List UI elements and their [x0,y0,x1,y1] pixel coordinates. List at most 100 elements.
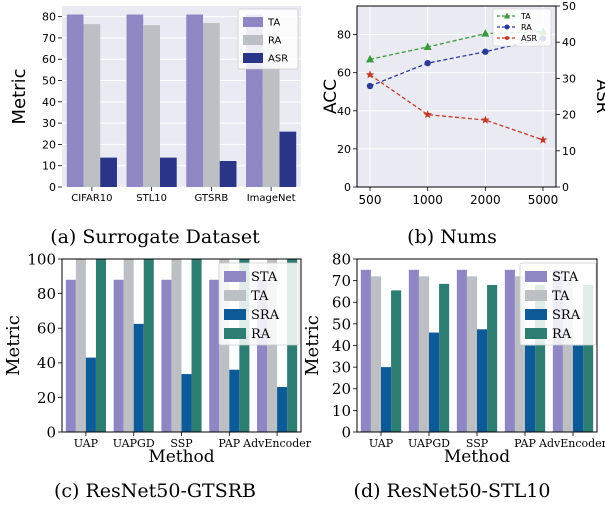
y-tick-label: 80 [37,285,56,303]
point-ta [423,42,432,50]
legend-label: STA [552,270,579,285]
y-tick-label: 80 [332,250,351,268]
y-tick-label: 80 [337,29,351,42]
y-tick-label: 40 [42,96,56,109]
bar-ta [171,259,182,432]
bar-sra [477,329,488,432]
y-tick-label: 100 [27,250,56,268]
y-tick-label: 20 [332,380,351,398]
bar-ta [514,276,525,432]
bar-ta [562,276,573,432]
x-tick-label: AdvEncoder [538,437,605,450]
y-tick-label: 70 [332,272,351,290]
bar-sra [181,374,192,432]
y2-tick-label: 30 [562,72,576,85]
y-axis-label: Metric [302,315,323,376]
legend-swatch [224,290,246,301]
bar-ta [126,14,144,188]
plot-frame [356,5,557,188]
y-tick-label: 0 [341,423,351,441]
legend-label: TA [520,12,531,21]
y-tick-label: 10 [332,402,351,420]
y-tick-label: 60 [337,67,351,80]
y-axis-label: Metric [3,315,24,376]
y2-tick-label: 50 [562,0,576,13]
bar-sra [573,345,584,432]
point-ra [424,59,431,67]
y-tick-label: 30 [332,359,351,377]
x-tick-label: PAP [514,437,536,450]
x-tick-label: 2000 [470,193,501,207]
bar-sta [552,269,563,432]
bar-sra [381,367,392,432]
legend-swatch [525,309,547,320]
panel-caption: (b) Nums [407,226,497,248]
legend: STA TA SRA RA [218,262,300,346]
point-ta [481,29,490,37]
bar-ra [95,259,106,432]
y-tick-label: 20 [42,138,56,151]
legend-marker [504,12,510,19]
legend: STA TA SRA RA [519,262,597,346]
bar-sra [229,369,240,432]
legend-marker [504,24,510,30]
bar-ta [466,276,477,432]
x-tick-label: ImageNet [247,193,296,204]
panel-caption: (d) ResNet50-STL10 [354,480,551,502]
x-tick-label: CIFAR10 [71,193,112,204]
bar-sra [525,345,536,432]
y-tick-label: 50 [42,74,56,87]
legend-swatch [224,309,246,320]
bar-ra [203,23,220,187]
legend-label: RA [268,36,282,47]
legend-label: TA [251,289,269,304]
y-axis-label: ACC [321,79,341,114]
bar-ra [391,290,402,432]
y-tick-label: 20 [337,143,351,156]
bar-asr [100,157,117,187]
legend-swatch [243,17,263,27]
y-tick-label: 40 [337,105,351,118]
legend-label: SRA [251,308,280,323]
x-tick-label: AdvEncoder [242,437,312,450]
point-asr [481,115,490,124]
legend: TA RA ASR [237,8,299,70]
legend-swatch [224,271,246,282]
legend-marker [505,36,509,40]
y-tick-label: 80 [42,11,56,24]
legend: TA RA ASR [492,8,552,47]
bar-ra [287,259,298,432]
bar-sta [209,279,220,432]
bar-sta [161,279,172,432]
bar-asr [159,157,177,187]
panel-0: CIFAR10 STL10 GTSRB ImageNet 0 10 20 30 40 50 60 70… [9,6,301,248]
panel-2: UAP UAPGD SSP PAP AdvEncoder 0 20 40 60 80 100 Metr… [3,250,312,502]
panel-3: UAP UAPGD SSP PAP AdvEncoder 0 10 20 30 40 50 60 70 8… [302,250,605,502]
y-tick-label: 0 [46,423,56,441]
legend-label: SRA [552,308,581,323]
bar-sra [277,387,288,432]
bar-sta [408,269,419,432]
x-tick-label: GTSRB [195,193,229,204]
bar-ra [83,24,101,187]
bar-ra [262,48,280,188]
bar-ra [583,284,594,432]
bar-sta [360,269,371,432]
legend-label: RA [251,327,271,342]
y2-tick-label: 20 [562,109,576,122]
legend-label: RA [521,23,532,32]
bar-ra [143,25,160,188]
bar-sta [257,279,268,432]
point-ra [482,48,489,55]
bar-ra [439,283,450,432]
point-ta [366,54,374,63]
x-tick-label: PAP [218,437,240,450]
bar-ra [191,259,202,432]
legend-label: ASR [268,54,288,65]
x-tick-label: 5000 [528,193,559,207]
point-asr [365,70,375,79]
panel-caption: (a) Surrogate Dataset [50,226,260,248]
bar-sra [85,357,96,432]
x-axis-label: Method [444,447,510,467]
bar-sra [429,332,440,432]
